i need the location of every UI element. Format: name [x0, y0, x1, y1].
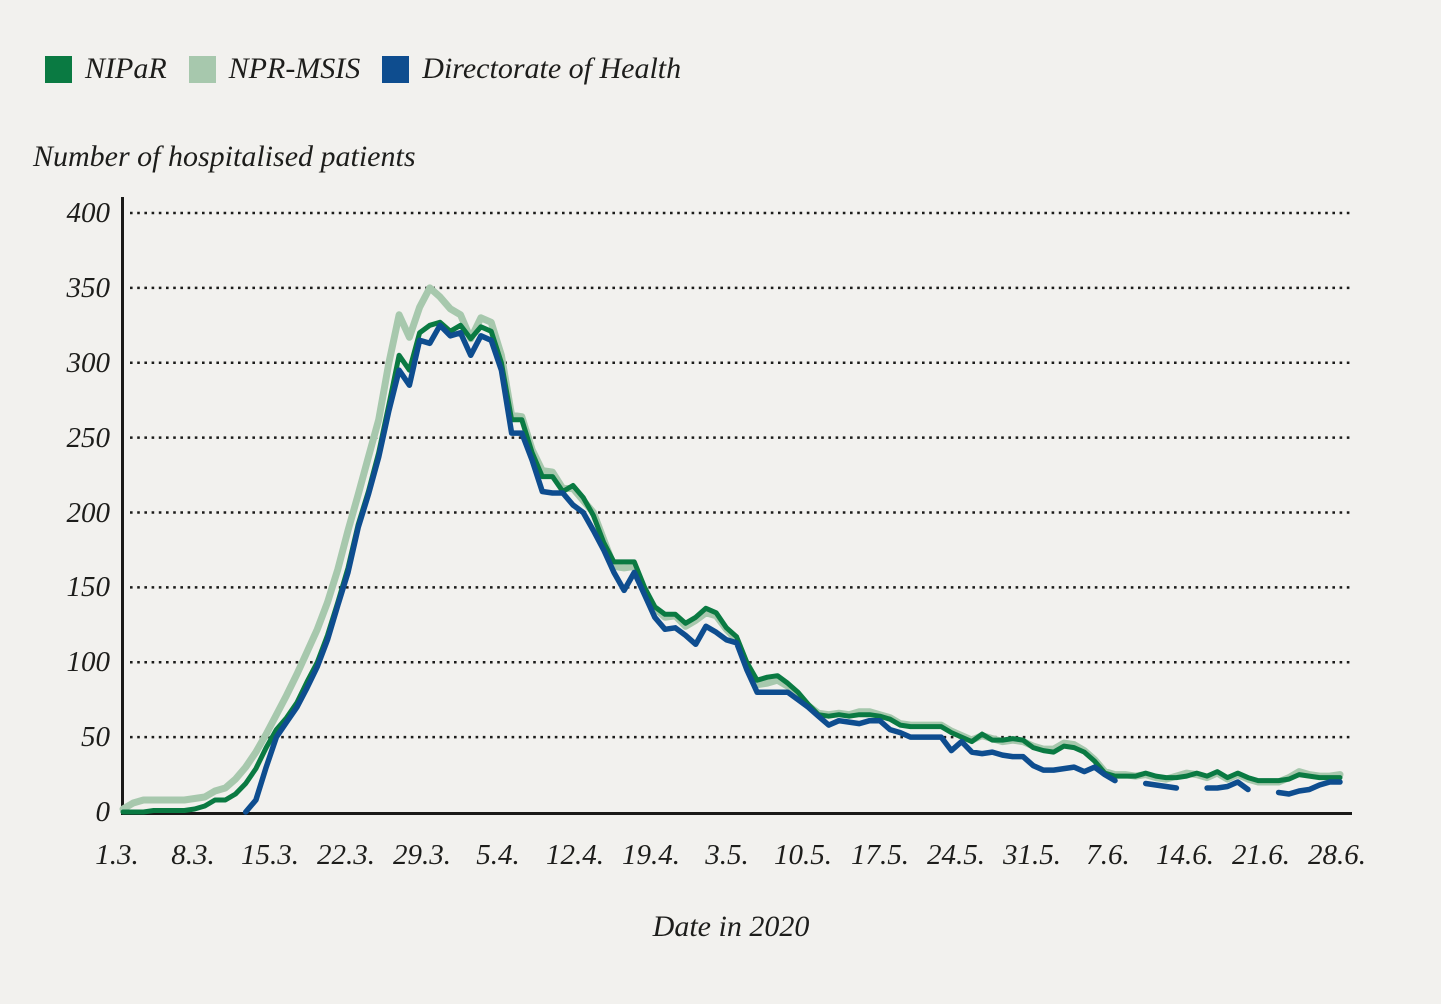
y-tick-label-300: 300 — [66, 347, 111, 379]
x-tick-label-1.3.: 1.3. — [95, 839, 139, 871]
x-tick-label-5.4.: 5.4. — [476, 839, 520, 871]
nipar-swatch-icon — [45, 55, 72, 83]
y-tick-label-0: 0 — [95, 796, 111, 828]
y-tick-label-250: 250 — [66, 422, 111, 454]
y-tick-label-200: 200 — [66, 497, 111, 529]
x-tick-label-3.5.: 3.5. — [705, 839, 749, 871]
x-axis-title: Date in 2020 — [652, 910, 810, 943]
x-tick-label-22.3.: 22.3. — [317, 839, 375, 871]
series-line-directorate-of-health — [242, 322, 1343, 815]
legend: NIPaR NPR-MSIS Directorate of Health — [45, 52, 681, 86]
x-tick-label-31.5.: 31.5. — [1003, 839, 1061, 871]
legend-label-nipar: NIPaR — [85, 52, 167, 85]
legend-label-npr-msis: NPR-MSIS — [228, 52, 361, 85]
y-axis-title: Number of hospitalised patients — [33, 140, 416, 173]
legend-item-directorate: Directorate of Health — [382, 52, 681, 86]
x-tick-label-29.3.: 29.3. — [393, 839, 451, 871]
y-tick-label-400: 400 — [66, 197, 111, 229]
x-tick-label-12.4.: 12.4. — [546, 839, 604, 871]
npr-msis-swatch-icon — [188, 55, 216, 83]
legend-item-npr-msis: NPR-MSIS — [188, 52, 361, 86]
directorate-swatch-icon — [382, 55, 410, 83]
x-tick-label-17.5.: 17.5. — [851, 839, 909, 871]
legend-item-nipar: NIPaR — [45, 52, 167, 86]
x-tick-label-21.6.: 21.6. — [1232, 839, 1290, 871]
x-tick-label-15.3.: 15.3. — [241, 839, 299, 871]
x-tick-label-14.6.: 14.6. — [1156, 839, 1214, 871]
y-tick-label-350: 350 — [66, 272, 111, 304]
x-tick-label-28.6.: 28.6. — [1308, 839, 1366, 871]
x-tick-label-24.5.: 24.5. — [927, 839, 985, 871]
y-tick-label-50: 50 — [81, 721, 110, 753]
series-lines — [119, 284, 1344, 815]
x-tick-label-19.4.: 19.4. — [622, 839, 680, 871]
y-tick-label-100: 100 — [66, 646, 111, 678]
x-tick-label-8.3.: 8.3. — [171, 839, 215, 871]
x-tick-label-7.6.: 7.6. — [1086, 839, 1130, 871]
y-tick-label-150: 150 — [66, 571, 111, 603]
x-tick-label-10.5.: 10.5. — [774, 839, 832, 871]
legend-label-directorate: Directorate of Health — [422, 52, 682, 85]
series-line-nipar — [120, 319, 1343, 815]
series-line-npr-msis — [119, 284, 1344, 813]
